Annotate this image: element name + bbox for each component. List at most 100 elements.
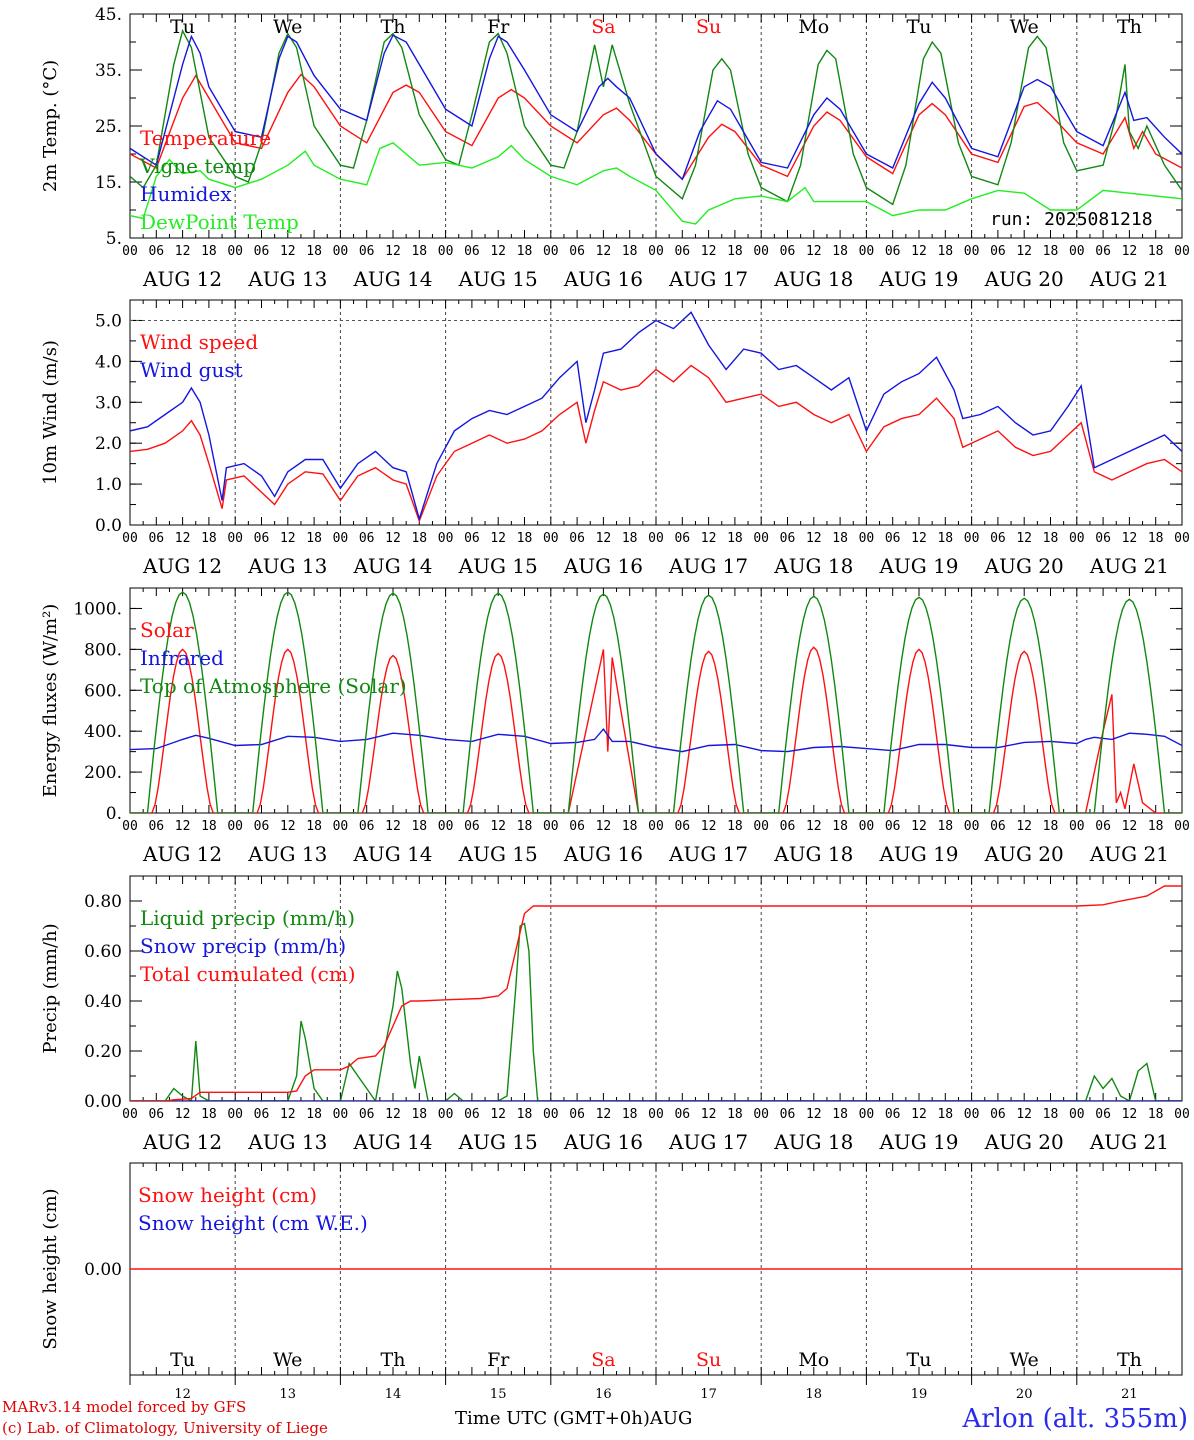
hour-tick-label: 06 [885,244,901,259]
hour-tick-label: 12 [1016,244,1032,259]
legend-entry: Wind gust [140,358,243,382]
hour-tick-label: 12 [596,244,612,259]
date-label: AUG 20 [984,267,1064,291]
weekday-label-bottom: Su [696,1349,721,1371]
day-number: 21 [1121,1387,1138,1402]
day-number: 16 [595,1387,612,1402]
weekday-label: Mo [798,16,829,38]
hour-tick-label: 00 [648,1107,664,1122]
hour-tick-label: 00 [122,1107,138,1122]
date-label: AUG 21 [1089,267,1169,291]
y-tick-label: 200. [84,763,122,783]
hour-tick-label: 06 [254,1107,270,1122]
hour-tick-label: 18 [517,244,533,259]
y-axis-label: 2m Temp. (°C) [40,60,61,192]
hour-tick-label: 00 [964,531,980,546]
hour-tick-label: 12 [1122,819,1138,834]
hour-tick-label: 00 [227,819,243,834]
hour-tick-label: 00 [1174,1107,1190,1122]
hour-tick-label: 12 [1016,819,1032,834]
hour-tick-label: 06 [780,819,796,834]
hour-tick-label: 18 [411,819,427,834]
hour-tick-label: 12 [596,531,612,546]
hour-tick-label: 00 [859,531,875,546]
hour-tick-label: 12 [911,531,927,546]
hour-tick-label: 06 [148,531,164,546]
hour-tick-label: 12 [385,531,401,546]
date-label: AUG 21 [1089,842,1169,866]
y-tick-label: 15. [95,173,122,193]
legend-entry: Liquid precip (mm/h) [140,906,355,930]
y-tick-label: 2.0 [95,434,122,454]
hour-tick-label: 18 [937,244,953,259]
hour-tick-label: 06 [254,819,270,834]
hour-tick-label: 18 [832,531,848,546]
hour-tick-label: 00 [859,1107,875,1122]
date-label: AUG 16 [563,267,643,291]
y-tick-label: 1.0 [95,475,122,495]
hour-tick-label: 00 [859,244,875,259]
hour-tick-label: 06 [990,819,1006,834]
y-tick-label: 0.60 [84,942,122,962]
date-label: AUG 15 [458,554,538,578]
hour-tick-label: 00 [543,819,559,834]
date-label: AUG 19 [878,842,958,866]
hour-tick-label: 00 [122,819,138,834]
day-number: 17 [700,1387,717,1402]
hour-tick-label: 12 [280,1107,296,1122]
hour-tick-label: 06 [1095,819,1111,834]
y-axis-label: Precip (mm/h) [40,923,61,1053]
date-label: AUG 20 [984,1130,1064,1154]
run-label: run: 2025081218 [990,209,1153,230]
hour-tick-label: 00 [333,1107,349,1122]
hour-tick-label: 00 [648,819,664,834]
y-tick-label: 800. [84,640,122,660]
date-label: AUG 18 [773,554,853,578]
date-label: AUG 14 [352,1130,432,1154]
hour-tick-label: 00 [122,531,138,546]
date-label: AUG 16 [563,554,643,578]
hour-tick-label: 12 [911,244,927,259]
weekday-label: Fr [487,16,510,38]
hour-tick-label: 00 [964,244,980,259]
hour-tick-label: 06 [359,819,375,834]
date-label: AUG 18 [773,842,853,866]
date-label: AUG 18 [773,267,853,291]
hour-tick-label: 00 [122,244,138,259]
hour-tick-label: 18 [622,819,638,834]
hour-tick-label: 18 [1043,531,1059,546]
hour-tick-label: 06 [464,1107,480,1122]
hour-tick-label: 12 [806,819,822,834]
hour-tick-label: 12 [280,819,296,834]
model-credit: MARv3.14 model forced by GFS [2,1398,247,1416]
hour-tick-label: 12 [175,244,191,259]
hour-tick-label: 00 [543,531,559,546]
weekday-label: Sa [591,16,615,38]
hour-tick-label: 12 [490,819,506,834]
date-label: AUG 12 [142,267,222,291]
legend-entry: Vigne temp [139,154,256,178]
weekday-label-bottom: Th [1117,1349,1142,1371]
hour-tick-label: 00 [1069,531,1085,546]
hour-tick-label: 06 [990,1107,1006,1122]
hour-tick-label: 00 [438,531,454,546]
hour-tick-label: 18 [832,244,848,259]
hour-tick-label: 06 [885,1107,901,1122]
legend-entry: Humidex [140,182,232,206]
weekday-label-bottom: Th [381,1349,406,1371]
weekday-label-bottom: Sa [591,1349,615,1371]
hour-tick-label: 00 [438,1107,454,1122]
hour-tick-label: 06 [148,244,164,259]
date-label: AUG 15 [458,1130,538,1154]
hour-tick-label: 12 [911,1107,927,1122]
hour-tick-label: 12 [175,1107,191,1122]
legend-entry: Total cumulated (cm) [140,962,356,986]
series-line-wind-gust [130,311,1182,522]
hour-tick-label: 18 [937,1107,953,1122]
y-tick-label: 35. [95,61,122,81]
hour-tick-label: 18 [727,819,743,834]
hour-tick-label: 12 [596,1107,612,1122]
hour-tick-label: 00 [753,244,769,259]
date-label: AUG 21 [1089,554,1169,578]
legend-entry: Snow height (cm) [138,1183,317,1207]
